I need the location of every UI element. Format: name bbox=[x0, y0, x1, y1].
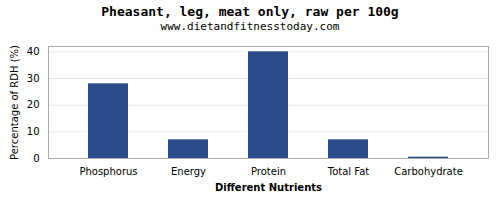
html-text:Pheasant, leg, meat only, raw: Pheasant, leg, meat only, raw per 100g bbox=[101, 4, 399, 19]
svg-text:Phosphorus: Phosphorus bbox=[79, 166, 137, 177]
svg-text:Different Nutrients: Different Nutrients bbox=[215, 182, 322, 193]
svg-text:Protein: Protein bbox=[251, 166, 286, 177]
html-text:www.dietandfitnesstoday.com: www.dietandfitnesstoday.com bbox=[160, 20, 340, 33]
svg-text:Carbohydrate: Carbohydrate bbox=[394, 166, 463, 177]
svg-text:Percentage of RDH (%): Percentage of RDH (%) bbox=[9, 45, 20, 160]
svg-text:30: 30 bbox=[27, 73, 40, 84]
svg-text:Total Fat: Total Fat bbox=[327, 166, 369, 177]
svg-text:10: 10 bbox=[27, 126, 40, 137]
svg-text:20: 20 bbox=[27, 99, 40, 110]
svg-text:40: 40 bbox=[27, 46, 40, 57]
svg-text:0: 0 bbox=[33, 153, 39, 164]
svg-text:Energy: Energy bbox=[171, 166, 206, 177]
